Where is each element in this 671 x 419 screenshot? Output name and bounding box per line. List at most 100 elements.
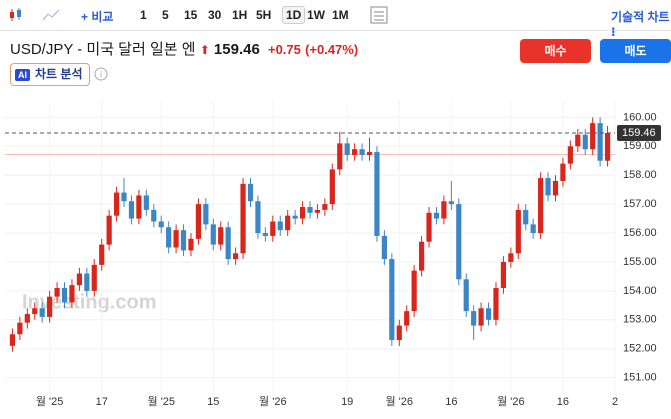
candle-body: [76, 273, 82, 286]
x-tick-label: 월 '26: [259, 395, 287, 408]
candle-body: [404, 311, 410, 326]
y-tick-label: 159.00: [623, 140, 657, 152]
candle-body: [195, 204, 202, 239]
candle-body: [426, 212, 432, 242]
interval-button[interactable]: 1D: [282, 6, 306, 24]
y-tick-label: 154.00: [623, 285, 657, 297]
interval-button[interactable]: 30: [208, 8, 222, 22]
y-tick-label: 156.00: [623, 227, 657, 239]
info-icon[interactable]: i: [94, 67, 108, 81]
interval-button[interactable]: 5H: [256, 8, 272, 22]
y-tick-label: 152.00: [623, 343, 657, 355]
ai-label: 차트 분석: [35, 67, 83, 81]
candle-body: [545, 178, 551, 196]
x-tick-label: 16: [445, 396, 457, 408]
x-tick-label: 16: [557, 396, 569, 408]
candle-body: [9, 334, 16, 346]
indicator-icon[interactable]: [370, 6, 388, 24]
candle-body: [39, 308, 45, 317]
candle-body: [530, 224, 536, 234]
candle-body: [523, 209, 529, 225]
candle-body: [113, 192, 120, 216]
compare-button[interactable]: + 비교: [81, 10, 114, 24]
x-tick-label: 월 '26: [497, 395, 525, 408]
candle-body: [314, 209, 321, 213]
x-tick-label: 19: [341, 396, 353, 408]
x-tick-label: 17: [96, 396, 108, 408]
candle-body: [61, 287, 68, 303]
x-tick-label: 2: [612, 396, 618, 408]
interval-button[interactable]: 5: [162, 8, 169, 22]
buy-button[interactable]: 매수: [520, 39, 591, 63]
instrument-header: USD/JPY - 미국 달러 일본 엔 ⬆ 159.46 +0.75 (+0.…: [10, 38, 358, 59]
candle-body: [32, 308, 38, 315]
candle-body: [567, 146, 573, 164]
candle-body: [203, 204, 209, 225]
candle-body: [411, 270, 417, 312]
candle-body: [91, 264, 97, 291]
candle-body: [99, 244, 105, 265]
candle-body: [337, 143, 343, 170]
candle-body: [463, 279, 469, 312]
price: 159.46: [213, 41, 260, 58]
sell-button[interactable]: 매도: [600, 39, 671, 63]
candle-body: [604, 132, 611, 161]
candle-body: [69, 285, 75, 303]
y-tick-label: 155.00: [623, 256, 657, 268]
interval-button[interactable]: 1M: [332, 8, 349, 22]
candle-body: [292, 215, 298, 219]
candle-body: [128, 201, 135, 219]
y-tick-label: 151.00: [623, 372, 657, 384]
ai-analysis-button[interactable]: AI 차트 분석: [10, 63, 90, 86]
last-price-tag: [617, 124, 661, 141]
watermark: Investing.com: [22, 291, 156, 313]
chart-mode[interactable]: 기술적 차트 ⁝: [611, 10, 670, 39]
candle-body: [471, 311, 477, 326]
candle-body: [210, 224, 216, 245]
candle-body: [374, 152, 380, 236]
candle-body: [396, 325, 402, 341]
candle-body: [54, 287, 60, 297]
y-tick-label: 160.00: [623, 111, 657, 123]
candle-body: [299, 207, 306, 219]
interval-button[interactable]: 15: [184, 8, 198, 22]
candle-body: [418, 241, 425, 271]
x-tick-label: 월 '26: [386, 395, 414, 408]
candle-body: [84, 273, 90, 291]
interval-button[interactable]: 1W: [307, 8, 325, 22]
up-arrow: ⬆: [199, 43, 210, 57]
candle-body: [500, 261, 507, 288]
interval-button[interactable]: 1H: [232, 8, 248, 22]
last-price-label: 159.46: [622, 127, 656, 139]
candle-body: [240, 183, 246, 254]
y-tick-label: 158.00: [623, 169, 657, 181]
candle-body: [307, 207, 313, 213]
candle-body: [121, 192, 127, 202]
candle-body: [322, 204, 328, 210]
candle-body: [448, 201, 454, 205]
candle-body: [166, 227, 172, 248]
candle-body: [352, 149, 358, 155]
candle-body: [225, 227, 231, 260]
candle-body: [381, 235, 387, 260]
y-tick-label: 153.00: [623, 314, 657, 326]
candle-body: [188, 238, 194, 251]
candle-body: [106, 215, 112, 245]
candle-body: [478, 308, 484, 326]
change: +0.75: [267, 42, 301, 57]
candle-body: [359, 149, 365, 155]
x-tick-label: 월 '25: [147, 395, 175, 408]
candle-body: [508, 253, 514, 262]
candle-body: [515, 209, 521, 254]
interval-button[interactable]: 1: [140, 8, 147, 22]
candle-body: [218, 227, 224, 245]
candle-body: [552, 180, 559, 196]
candle-body: [366, 152, 373, 155]
candle-body: [151, 209, 157, 222]
candle-body: [270, 221, 276, 236]
instrument-title: USD/JPY - 미국 달러 일본 엔: [10, 41, 196, 58]
candle-icon[interactable]: [8, 7, 24, 23]
area-icon[interactable]: [42, 7, 60, 23]
